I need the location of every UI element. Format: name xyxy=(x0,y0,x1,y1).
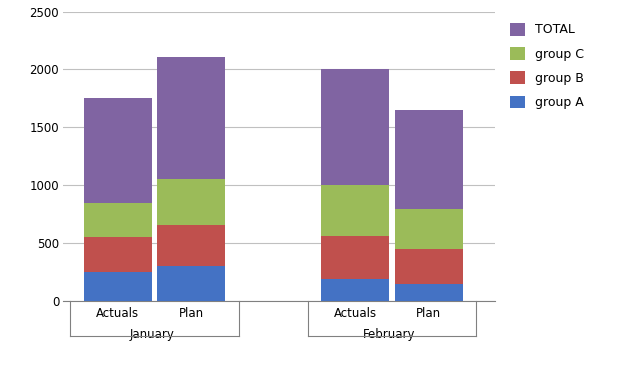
Bar xyxy=(395,209,463,249)
Bar xyxy=(321,236,389,279)
Bar xyxy=(157,179,225,225)
Bar xyxy=(321,69,389,185)
Bar xyxy=(395,110,463,209)
Text: January: January xyxy=(129,328,174,341)
Bar xyxy=(84,237,152,272)
Bar xyxy=(157,266,225,301)
Text: February: February xyxy=(363,328,415,341)
Bar xyxy=(84,98,152,203)
Bar xyxy=(321,185,389,236)
Bar xyxy=(157,58,225,179)
Bar xyxy=(321,279,389,301)
Bar xyxy=(395,249,463,284)
Bar xyxy=(395,284,463,301)
Bar xyxy=(157,225,225,266)
Bar xyxy=(84,272,152,301)
Bar xyxy=(84,203,152,237)
Legend: TOTAL, group C, group B, group A: TOTAL, group C, group B, group A xyxy=(505,18,589,114)
